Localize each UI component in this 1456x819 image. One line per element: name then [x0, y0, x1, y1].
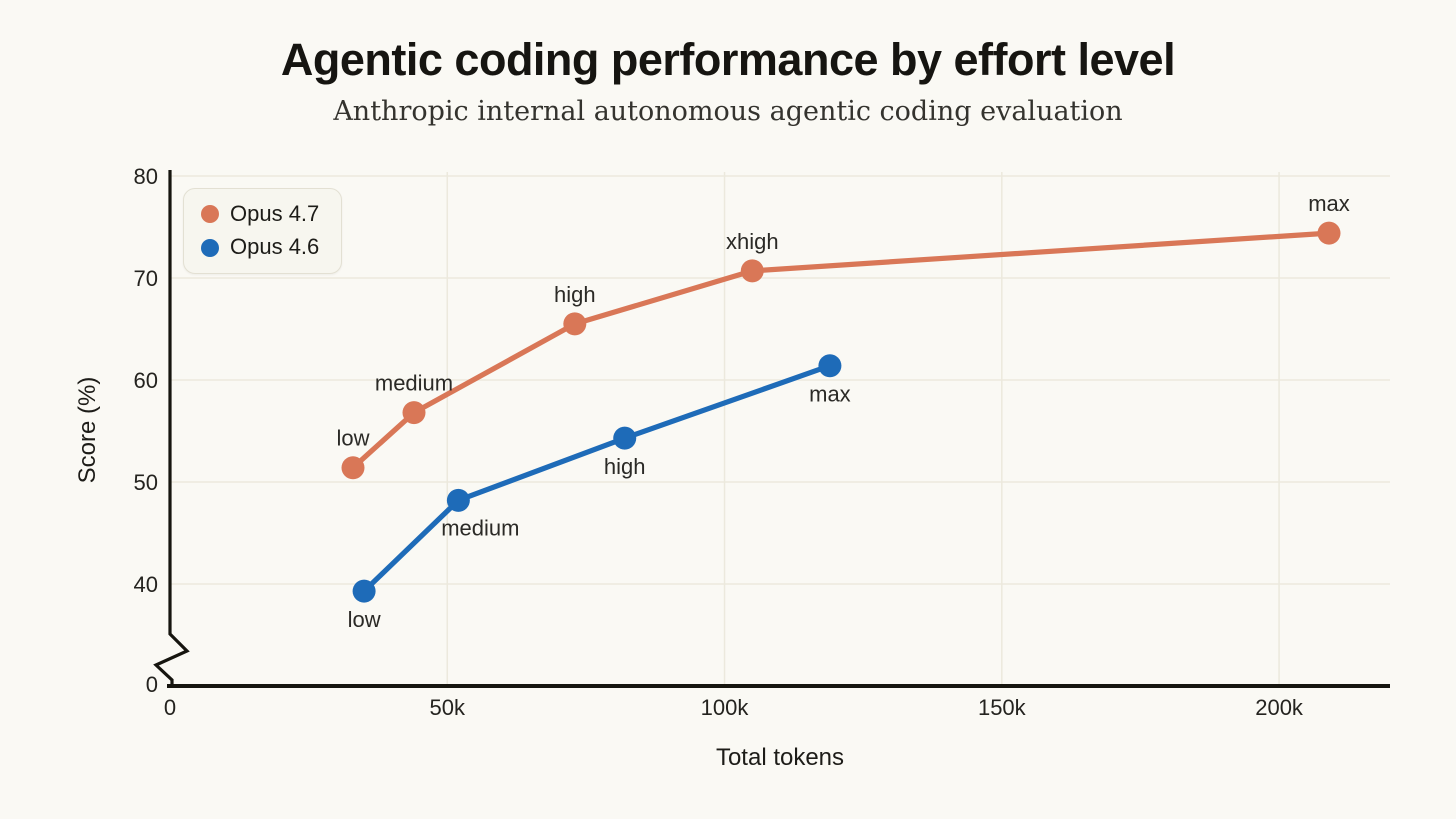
- x-tick-label-150k: 150k: [978, 695, 1027, 720]
- y-axis-title: Score (%): [74, 376, 101, 484]
- legend-label-opus-4-7: Opus 4.7: [230, 201, 320, 226]
- y-tick-label-50: 50: [134, 470, 158, 495]
- y-tick-label-70: 70: [134, 266, 158, 291]
- point-label-high: high: [604, 454, 646, 479]
- point-label-high: high: [554, 282, 596, 307]
- point-label-medium: medium: [375, 371, 453, 396]
- legend: Opus 4.7 Opus 4.6: [183, 188, 343, 274]
- x-axis-title: Total tokens: [715, 744, 845, 771]
- data-point-opus-4-6-high: [613, 426, 637, 450]
- point-label-low: low: [348, 607, 381, 632]
- data-point-opus-4-7-low: [341, 456, 365, 480]
- data-point-opus-4-6-medium: [446, 488, 470, 512]
- legend-item-opus-4-7: Opus 4.7: [201, 201, 319, 227]
- chart-title: Agentic coding performance by effort lev…: [280, 34, 1176, 85]
- series-line-opus-4-7: [350, 230, 1332, 471]
- point-label-low: low: [336, 426, 369, 451]
- legend-swatch-orange-icon: [201, 205, 219, 224]
- y-tick-label-80: 80: [134, 164, 158, 189]
- y-tick-label-60: 60: [134, 368, 158, 393]
- legend-swatch-blue-icon: [201, 238, 219, 257]
- data-point-opus-4-6-low: [352, 579, 376, 603]
- legend-label-opus-4-6: Opus 4.6: [230, 234, 320, 260]
- x-tick-label-0: 0: [164, 695, 176, 720]
- point-label-max: max: [809, 382, 851, 407]
- point-label-medium: medium: [441, 515, 519, 540]
- point-label-max: max: [1308, 191, 1350, 216]
- chart-subtitle: Anthropic internal autonomous agentic co…: [333, 96, 1123, 127]
- legend-item-opus-4-6: Opus 4.6: [201, 234, 319, 260]
- data-point-opus-4-6-max: [818, 354, 842, 378]
- y-tick-label-0: 0: [146, 672, 158, 697]
- y-axis-line-with-break: [153, 170, 190, 686]
- data-point-opus-4-7-high: [563, 312, 587, 336]
- x-tick-label-50k: 50k: [430, 695, 466, 720]
- y-tick-label-40: 40: [134, 572, 158, 597]
- x-tick-label-100k: 100k: [701, 695, 750, 720]
- point-label-xhigh: xhigh: [726, 229, 779, 254]
- data-point-opus-4-7-max: [1317, 221, 1341, 245]
- series-line-opus-4-6: [361, 363, 833, 594]
- x-tick-label-200k: 200k: [1255, 695, 1304, 720]
- data-point-opus-4-7-xhigh: [740, 259, 764, 283]
- data-point-opus-4-7-medium: [402, 401, 426, 425]
